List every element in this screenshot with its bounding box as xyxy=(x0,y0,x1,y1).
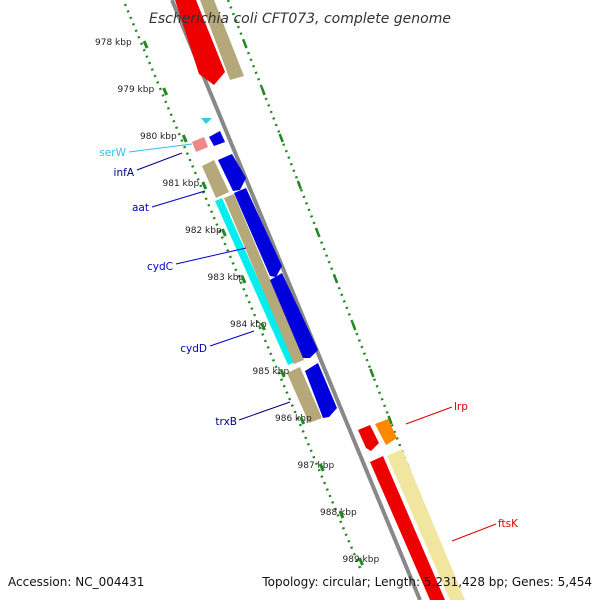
inner-ring-tick xyxy=(260,86,266,96)
gene-label-serw[interactable]: serW xyxy=(99,147,126,159)
cyan-region-cydC[interactable] xyxy=(215,198,295,365)
kbp-tick-label: 983 kbp xyxy=(208,273,245,283)
inner-ring-tick xyxy=(387,415,393,425)
kbp-tick-label: 978 kbp xyxy=(95,38,132,48)
outer-dotted-ring xyxy=(123,3,362,569)
cds-reverse-lrp[interactable] xyxy=(358,425,379,451)
cds-cydD[interactable] xyxy=(270,273,318,358)
inner-ring-tick xyxy=(369,368,375,378)
orf-top[interactable] xyxy=(200,0,244,80)
gene-label-infa[interactable]: infA xyxy=(114,167,135,179)
rrna-feature[interactable] xyxy=(192,137,208,152)
kbp-tick-label: 987 kbp xyxy=(298,461,335,471)
gene-label-cydd[interactable]: cydD xyxy=(180,343,207,355)
orf-aat[interactable] xyxy=(202,160,229,198)
gene-label-lines xyxy=(128,143,497,542)
orf-light-ftsK[interactable] xyxy=(387,449,465,600)
outer-ring-major-tick xyxy=(299,416,306,425)
inner-ring-tick xyxy=(351,321,357,331)
outer-ring-major-tick xyxy=(162,87,169,96)
outer-ring-major-tick xyxy=(318,463,325,472)
feature-orange-lrp[interactable] xyxy=(375,419,397,445)
kbp-tick-labels: 978 kbp 979 kbp 980 kbp 981 kbp 982 kbp 983 k… xyxy=(95,38,379,566)
outer-ring-major-tick xyxy=(279,369,286,378)
orf-trxB[interactable] xyxy=(287,367,322,423)
outer-ring-major-tick xyxy=(260,322,266,331)
kbp-tick-label: 981 kbp xyxy=(163,179,200,189)
gene-label-aat[interactable]: aat xyxy=(132,202,149,214)
outer-ring-major-tick xyxy=(181,134,188,143)
genome-backbone xyxy=(170,0,422,600)
cds-aat[interactable] xyxy=(218,154,246,191)
top-features xyxy=(175,0,244,85)
cds-cydC[interactable] xyxy=(234,188,282,277)
outer-ring-major-tick xyxy=(221,228,227,237)
gene-labels: serW infA aat cydC cydD trxB lrp ftsK xyxy=(99,147,519,530)
outer-ring-major-tick xyxy=(338,510,345,519)
cds-infA[interactable] xyxy=(209,131,225,146)
kbp-tick-label: 988 kbp xyxy=(320,508,357,518)
map-title: Escherichia coli CFT073, complete genome xyxy=(149,11,451,27)
inner-ring-tick xyxy=(314,227,321,237)
kbp-tick-label: 982 kbp xyxy=(185,226,222,236)
gene-label-ftsk[interactable]: ftsK xyxy=(498,518,519,530)
inner-ring-tick xyxy=(242,39,248,49)
outer-ring-major-tick xyxy=(240,275,247,284)
outer-ring-major-tick xyxy=(201,181,208,190)
gene-label-trxb[interactable]: trxB xyxy=(215,416,237,428)
cds-reverse-top[interactable] xyxy=(175,0,225,85)
outer-ring-major-tick xyxy=(142,40,149,49)
inner-ring-tick xyxy=(296,180,303,190)
topology-text: Topology: circular; Length: 5,231,428 bp… xyxy=(261,575,592,589)
cds-reverse-ftsK[interactable] xyxy=(370,456,445,600)
orf-cydC[interactable] xyxy=(224,194,304,364)
kbp-tick-label: 986 kbp xyxy=(275,414,312,424)
cds-trxB[interactable] xyxy=(305,363,337,418)
outer-ring-major-tick xyxy=(358,557,364,566)
accession-text: Accession: NC_004431 xyxy=(8,575,144,589)
kbp-tick-label: 985 kbp xyxy=(253,367,290,377)
inner-ring-tick xyxy=(278,133,284,143)
kbp-tick-label: 979 kbp xyxy=(118,85,155,95)
gene-label-lrp[interactable]: lrp xyxy=(454,401,468,413)
inner-ring-tick xyxy=(332,274,339,284)
kbp-tick-label: 980 kbp xyxy=(140,132,177,142)
kbp-tick-label: 984 kbp xyxy=(230,320,267,330)
gene-label-cydc[interactable]: cydC xyxy=(147,261,173,273)
trna-serW-marker[interactable] xyxy=(201,118,212,124)
